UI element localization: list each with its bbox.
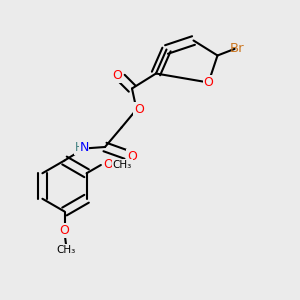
- Text: CH₃: CH₃: [56, 245, 76, 255]
- Text: O: O: [60, 224, 69, 237]
- Text: N: N: [79, 141, 89, 154]
- Text: Br: Br: [230, 41, 244, 55]
- Text: O: O: [112, 69, 122, 82]
- Text: H: H: [74, 141, 83, 154]
- Text: O: O: [134, 103, 144, 116]
- Text: O: O: [204, 76, 213, 89]
- Text: O: O: [127, 149, 137, 163]
- Text: CH₃: CH₃: [113, 160, 132, 170]
- Text: O: O: [103, 158, 113, 172]
